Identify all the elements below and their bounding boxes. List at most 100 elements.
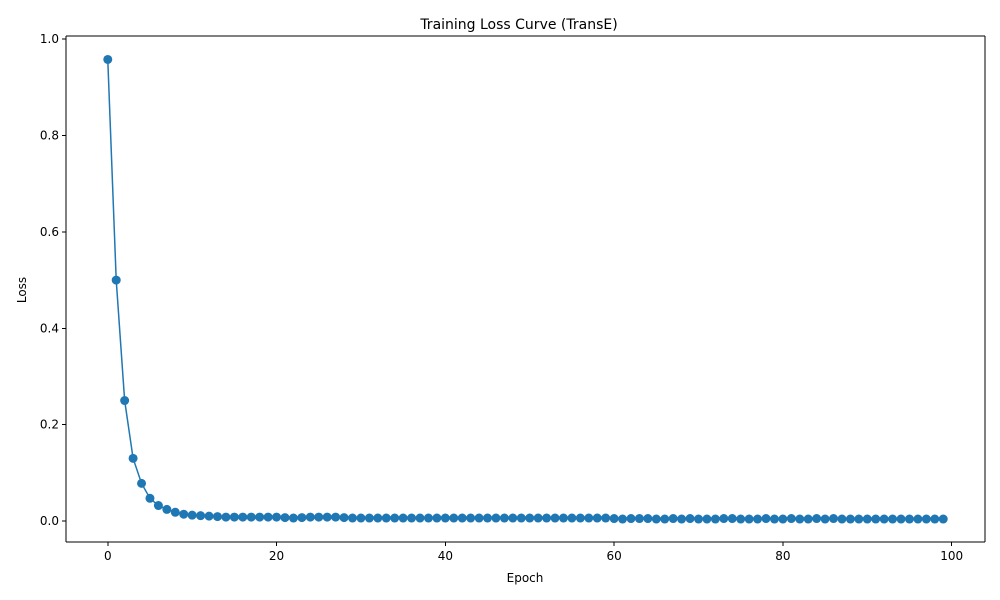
loss-point [626, 514, 636, 524]
loss-point [103, 54, 113, 64]
loss-point [618, 514, 628, 524]
loss-point [668, 514, 678, 524]
loss-point [145, 493, 155, 503]
loss-point [575, 513, 585, 523]
loss-point [643, 514, 653, 524]
loss-point [871, 514, 881, 524]
loss-point [415, 513, 425, 523]
loss-point [727, 514, 737, 524]
y-tick-label: 1.0 [40, 32, 59, 46]
axes [65, 35, 986, 543]
plot-area [103, 54, 948, 524]
loss-point [601, 513, 611, 523]
loss-point [845, 514, 855, 524]
loss-point [820, 514, 830, 524]
loss-point [938, 514, 948, 524]
loss-point [888, 514, 898, 524]
loss-series-points [103, 54, 948, 524]
loss-point [120, 396, 130, 406]
loss-point [314, 512, 324, 522]
loss-point [491, 513, 501, 523]
loss-point [432, 513, 442, 523]
loss-point [246, 512, 256, 522]
loss-point [449, 513, 459, 523]
y-tick-label: 0.6 [40, 225, 59, 239]
loss-point [204, 511, 214, 521]
loss-point [685, 514, 695, 524]
loss-point [778, 514, 788, 524]
loss-point [272, 512, 282, 522]
loss-point [753, 514, 763, 524]
loss-point [879, 514, 889, 524]
loss-point [769, 514, 779, 524]
loss-point [634, 514, 644, 524]
loss-point [508, 513, 518, 523]
loss-point [795, 514, 805, 524]
loss-point [609, 514, 619, 524]
loss-point [390, 513, 400, 523]
loss-point [229, 512, 239, 522]
x-ticks: 0 20 40 60 80 100 [104, 542, 963, 563]
loss-point [904, 514, 914, 524]
loss-point [356, 513, 366, 523]
loss-point [694, 514, 703, 524]
x-axis-label: Epoch [507, 571, 544, 585]
loss-point [592, 513, 602, 523]
loss-point [212, 512, 222, 522]
loss-point [837, 514, 847, 524]
loss-point [930, 514, 940, 524]
loss-point [719, 514, 729, 524]
y-tick-label: 0.8 [40, 129, 59, 143]
loss-point [373, 513, 383, 523]
loss-point [364, 513, 374, 523]
loss-point [322, 512, 332, 522]
loss-point [137, 478, 147, 488]
loss-point [440, 513, 450, 523]
loss-point [812, 514, 822, 524]
loss-point [457, 513, 467, 523]
loss-point [474, 513, 484, 523]
loss-point [348, 513, 357, 523]
loss-point [677, 514, 687, 524]
loss-point [921, 514, 931, 524]
loss-point [339, 513, 349, 523]
y-ticks: 0.0 0.2 0.4 0.6 0.8 1.0 [40, 32, 66, 528]
loss-point [331, 512, 341, 522]
x-tick-label: 40 [438, 549, 453, 563]
loss-point [196, 511, 206, 521]
loss-point [398, 513, 408, 523]
loss-point [407, 513, 417, 523]
loss-point [179, 509, 189, 519]
loss-point [913, 514, 923, 524]
loss-point [525, 513, 535, 523]
loss-point [786, 514, 796, 524]
loss-point [170, 507, 180, 517]
loss-point [803, 514, 813, 524]
loss-point [381, 513, 391, 523]
loss-point [567, 513, 577, 523]
y-axis-label: Loss [15, 277, 29, 303]
loss-point [651, 514, 661, 524]
loss-point [896, 514, 906, 524]
loss-point [221, 512, 231, 522]
loss-point [263, 512, 273, 522]
y-tick-label: 0.2 [40, 418, 59, 432]
loss-point [280, 513, 290, 523]
loss-point [423, 513, 433, 523]
x-tick-label: 60 [606, 549, 621, 563]
loss-point [558, 513, 568, 523]
loss-point [162, 504, 172, 514]
loss-point [305, 512, 315, 522]
loss-point [829, 514, 839, 524]
loss-point [854, 514, 864, 524]
loss-point [533, 513, 543, 523]
x-tick-label: 100 [940, 549, 963, 563]
loss-point [542, 513, 552, 523]
loss-point [702, 514, 712, 524]
loss-point [660, 514, 670, 524]
y-tick-label: 0.4 [40, 321, 59, 335]
loss-point [111, 275, 121, 285]
loss-point [153, 501, 163, 511]
loss-point [516, 513, 526, 523]
